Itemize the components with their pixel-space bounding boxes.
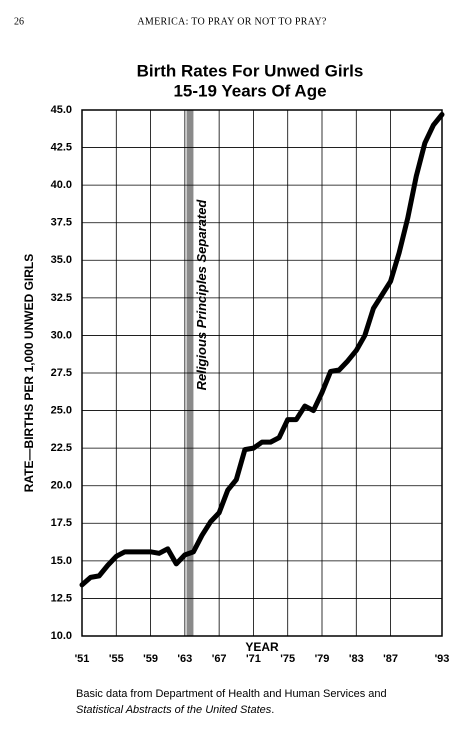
y-tick-label: 12.5 [51, 592, 72, 604]
chart-title: Birth Rates For Unwed Girls [137, 61, 364, 80]
band-annotation: Religious Principles Separated [194, 199, 209, 391]
plot-frame [81, 109, 443, 637]
y-tick-label: 10.0 [51, 630, 72, 642]
chart-subtitle: 15-19 Years Of Age [173, 81, 326, 100]
y-tick-label: 30.0 [51, 329, 72, 341]
data-line [79, 112, 445, 588]
x-tick-label: '59 [143, 653, 158, 665]
y-tick-label: 45.0 [51, 104, 72, 116]
y-tick-label: 32.5 [51, 292, 72, 304]
x-axis-label: YEAR [245, 640, 279, 654]
y-tick-label: 17.5 [51, 517, 72, 529]
source-line-1: Basic data from Department of Health and… [76, 688, 387, 700]
x-tick-label: '51 [75, 653, 90, 665]
x-tick-label: '63 [177, 653, 192, 665]
source-italic: Statistical Abstracts of the United Stat… [76, 704, 272, 716]
y-axis-label: RATE—BIRTHS PER 1,000 UNWED GIRLS [22, 254, 36, 492]
x-tick-label: '75 [280, 653, 295, 665]
y-tick-label: 25.0 [51, 404, 72, 416]
y-tick-label: 37.5 [51, 217, 72, 229]
x-tick-label: '71 [246, 653, 261, 665]
y-tick-label: 22.5 [51, 442, 72, 454]
y-tick-label: 15.0 [51, 555, 72, 567]
y-tick-label: 20.0 [51, 480, 72, 492]
source-end: . [271, 704, 274, 716]
page-number: 26 [14, 16, 24, 27]
y-tick-label: 35.0 [51, 254, 72, 266]
x-tick-label: '67 [212, 653, 227, 665]
running-title: AMERICA: TO PRAY OR NOT TO PRAY? [137, 16, 327, 27]
y-tick-label: 27.5 [51, 367, 72, 379]
x-tick-label: '79 [315, 653, 330, 665]
x-tick-label: '83 [349, 653, 364, 665]
y-tick-label: 42.5 [51, 141, 72, 153]
source-line-2: Statistical Abstracts of the United Stat… [76, 704, 274, 716]
x-tick-label: '87 [383, 653, 398, 665]
x-tick-label: '55 [109, 653, 124, 665]
x-tick-label: '93 [435, 653, 450, 665]
y-tick-label: 40.0 [51, 179, 72, 191]
